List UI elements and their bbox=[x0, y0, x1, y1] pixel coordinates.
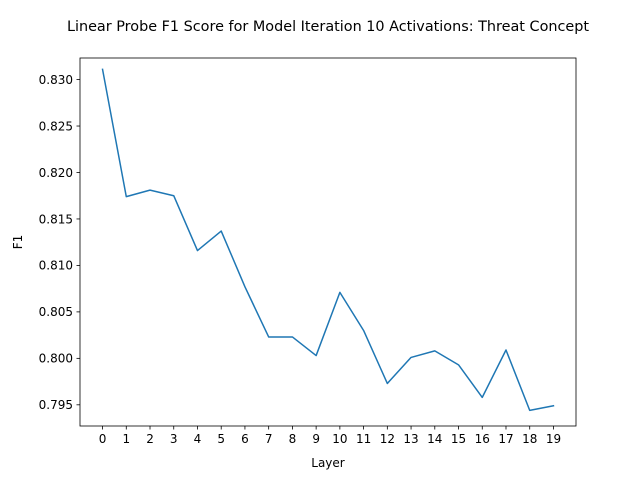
x-tick-label: 13 bbox=[403, 432, 418, 446]
plot-area bbox=[101, 68, 555, 412]
y-axis-label: F1 bbox=[11, 235, 25, 250]
y-tick-label: 0.825 bbox=[39, 119, 73, 133]
x-tick-label: 9 bbox=[312, 432, 320, 446]
y-tick-label: 0.810 bbox=[39, 259, 73, 273]
x-tick-label: 6 bbox=[241, 432, 249, 446]
x-tick-label: 4 bbox=[194, 432, 202, 446]
x-tick-label: 3 bbox=[170, 432, 178, 446]
x-tick-label: 0 bbox=[99, 432, 107, 446]
y-axis: 0.795 0.800 0.805 0.810 0.815 0.820 0.825 0.830 bbox=[39, 73, 80, 412]
y-tick-label: 0.800 bbox=[39, 352, 73, 366]
x-tick-label: 16 bbox=[475, 432, 490, 446]
y-tick-label: 0.820 bbox=[39, 166, 73, 180]
x-tick-label: 14 bbox=[427, 432, 442, 446]
x-tick-label: 11 bbox=[356, 432, 371, 446]
y-tick-label: 0.815 bbox=[39, 212, 73, 226]
x-tick-label: 19 bbox=[546, 432, 561, 446]
x-tick-label: 2 bbox=[146, 432, 154, 446]
y-tick-label: 0.830 bbox=[39, 73, 73, 87]
chart-title: Linear Probe F1 Score for Model Iteratio… bbox=[67, 19, 589, 35]
x-tick-label: 18 bbox=[522, 432, 537, 446]
x-tick-label: 15 bbox=[451, 432, 466, 446]
x-tick-label: 7 bbox=[265, 432, 273, 446]
axes-frame bbox=[79, 57, 577, 427]
series-line-0 bbox=[101, 68, 555, 412]
x-tick-label: 17 bbox=[498, 432, 513, 446]
x-tick-label: 10 bbox=[332, 432, 347, 446]
x-tick-label: 12 bbox=[380, 432, 395, 446]
x-axis-label: Layer bbox=[311, 456, 345, 470]
x-tick-label: 5 bbox=[217, 432, 225, 446]
x-axis: 0 1 2 3 4 5 6 7 8 9 10 11 12 13 14 15 16 17 18 19 bbox=[99, 426, 561, 446]
y-tick-label: 0.805 bbox=[39, 305, 73, 319]
y-tick-label: 0.795 bbox=[39, 398, 73, 412]
x-tick-label: 8 bbox=[289, 432, 297, 446]
x-tick-label: 1 bbox=[122, 432, 130, 446]
